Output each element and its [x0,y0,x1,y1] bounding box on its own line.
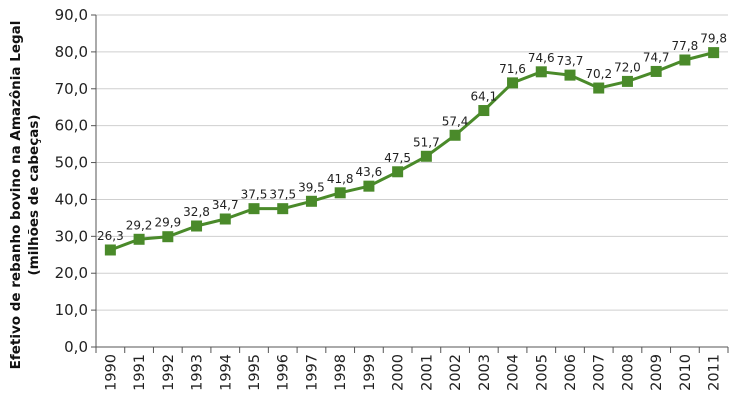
x-tick-label: 1995 [247,354,263,391]
data-point-marker [334,187,346,199]
x-tick-label: 2003 [477,354,493,391]
x-tick-label: 2002 [448,354,464,391]
data-label: 34,7 [212,198,239,212]
data-label: 41,8 [327,172,354,186]
data-label: 70,2 [585,67,612,81]
y-tick-label: 70,0 [55,80,88,98]
data-label: 51,7 [413,135,440,149]
x-tick-labels: 1990 1991 1992 1993 1994 1995 1996 1997 1998 1999… [95,347,729,391]
data-label: 72,0 [614,60,641,74]
y-tick-label: 60,0 [55,117,88,135]
y-axis-title-line1: Efetivo de rebanho bovino na Amazônia Le… [8,21,24,370]
x-tick-label: 2004 [506,354,522,391]
data-point-marker [277,203,289,215]
data-point-marker [219,213,231,225]
data-point-marker [305,195,317,207]
data-point-marker [564,69,576,81]
y-tick-label: 40,0 [55,190,88,208]
data-label: 47,5 [384,151,411,165]
x-tick-label: 2007 [592,354,608,391]
data-label: 37,5 [241,188,268,202]
x-tick-label: 1999 [362,354,378,391]
x-tick-label: 1994 [218,354,234,391]
data-point-marker [593,82,605,94]
data-point-marker [478,105,490,117]
data-point-marker [133,233,145,245]
data-label: 79,8 [700,32,727,46]
data-label: 43,6 [356,165,383,179]
x-tick-label: 1996 [276,354,292,391]
data-point-marker [363,180,375,192]
data-label: 74,7 [643,50,670,64]
data-label: 73,7 [557,54,584,68]
x-tick-label: 1998 [333,354,349,391]
data-point-marker [507,77,519,89]
data-point-marker [191,220,203,232]
y-tick-label: 80,0 [55,43,88,61]
data-point-marker [535,66,547,78]
y-axis-title-line2: (milhões de cabeças) [26,114,42,275]
x-tick-label: 2005 [534,354,550,391]
y-tick-label: 90,0 [55,6,88,24]
y-tick-label: 30,0 [55,227,88,245]
x-tick-label: 2006 [563,354,579,391]
data-point-marker [708,47,720,59]
data-point-marker [679,54,691,66]
x-tick-label: 1992 [161,354,177,391]
y-tick-label: 10,0 [55,301,88,319]
data-label: 57,4 [442,114,469,128]
series-line [109,51,715,252]
data-label: 74,6 [528,51,555,65]
data-point-marker [621,75,633,87]
y-axis-title: Efetivo de rebanho bovino na Amazônia Le… [8,21,42,370]
y-tick-label: 20,0 [55,264,88,282]
data-label: 29,2 [126,218,153,232]
data-label: 32,8 [183,205,210,219]
data-label: 39,5 [298,180,325,194]
y-tick-label: 0,0 [64,338,88,356]
x-tick-label: 1997 [304,354,320,391]
series-line-group [104,47,720,256]
x-tick-label: 2008 [620,354,636,391]
data-point-marker [420,150,432,162]
data-point-marker [104,244,116,256]
x-tick-label: 2009 [649,354,665,391]
data-point-marker [162,231,174,243]
data-labels: 26,329,2 29,932,834,737,5 37,539,541,8 43,6… [97,32,727,243]
data-label: 26,3 [97,229,124,243]
data-label: 37,5 [269,188,296,202]
x-tick-label: 2001 [419,354,435,391]
data-label: 29,9 [154,216,181,230]
data-label: 71,6 [499,62,526,76]
data-point-marker [449,129,461,141]
x-tick-label: 1990 [103,354,119,391]
y-tick-label: 50,0 [55,154,88,172]
x-tick-label: 1993 [190,354,206,391]
data-label: 64,1 [470,90,497,104]
data-label: 77,8 [672,39,699,53]
y-tick-labels: 0,0 10,0 20,0 30,0 40,0 50,0 60,0 70,0 80,0 90,0 [55,6,96,356]
x-tick-label: 1991 [132,354,148,391]
data-point-marker [650,65,662,77]
data-point-marker [248,203,260,215]
x-tick-label: 2000 [391,354,407,391]
x-tick-label: 2011 [707,354,723,391]
x-tick-label: 2010 [678,354,694,391]
data-point-marker [392,166,404,178]
